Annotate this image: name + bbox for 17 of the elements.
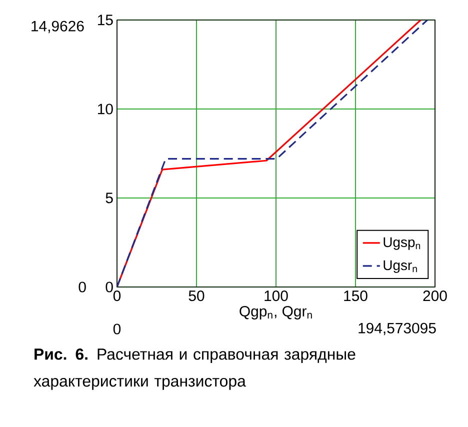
y-tick-label: 15 — [98, 14, 113, 26]
text: 0 — [78, 282, 86, 292]
y-tick-label: 5 — [106, 192, 113, 204]
text: Рис. 6. Расчетная и справочная зарядные характеристики транзистора — [34, 348, 356, 390]
x-tick-label: 50 — [188, 290, 204, 302]
x-tick-label: 150 — [344, 290, 368, 302]
x-tick-label: 100 — [264, 290, 288, 302]
legend-label: Ugsr$_{n}$ — [384, 260, 417, 273]
x-axis-title: Qgp$_{n}$, Qgr$_{n}$ — [240, 306, 312, 320]
text: 14,9626 — [32, 20, 84, 34]
y-tick-label: 0 — [106, 282, 113, 292]
y-tick-label: 10 — [98, 104, 113, 114]
x-tick-label: 200 — [423, 290, 447, 302]
text: 0 — [113, 324, 121, 334]
x-tick-label: 0 — [113, 290, 121, 302]
text: 194,573095 — [358, 322, 436, 336]
legend-label: Ugsp$_{n}$ — [384, 237, 420, 250]
